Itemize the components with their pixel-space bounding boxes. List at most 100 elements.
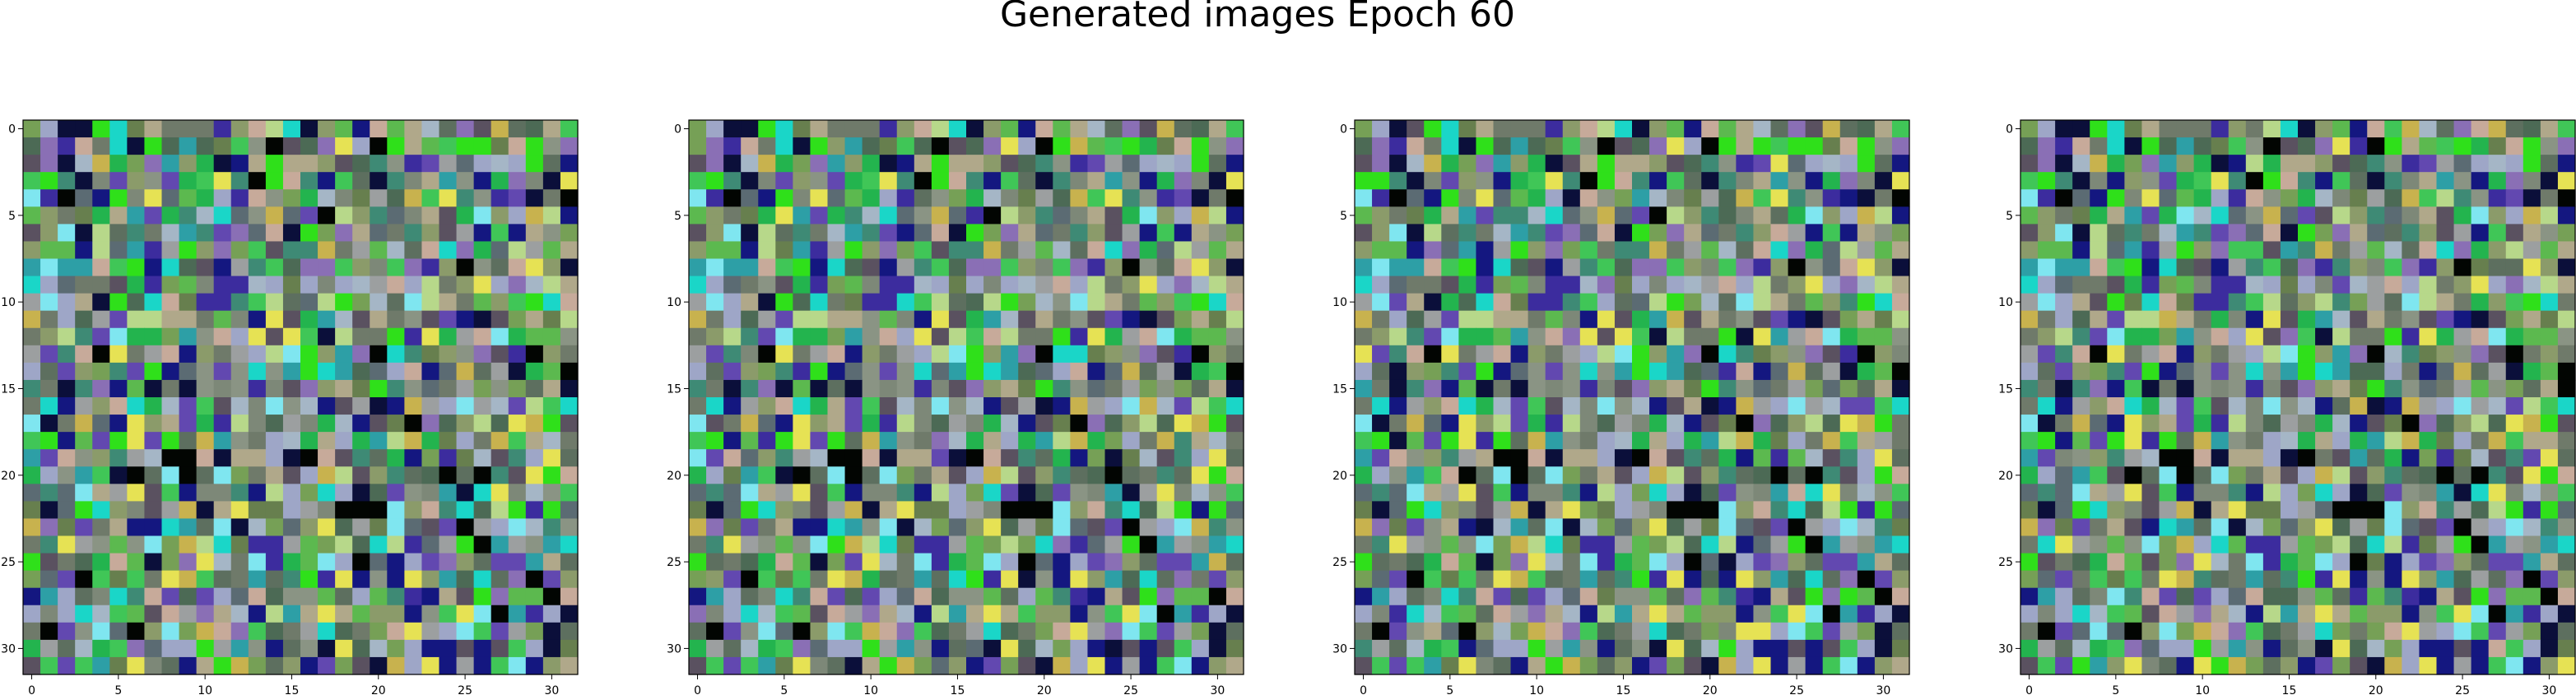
pixel-cell <box>2367 449 2385 467</box>
pixel-cell <box>1805 432 1824 450</box>
pixel-cell <box>2488 310 2507 329</box>
pixel-cell <box>2332 293 2350 312</box>
pixel-cell <box>914 327 932 346</box>
pixel-cell <box>2315 466 2333 484</box>
pixel-cell <box>1614 570 1633 589</box>
pixel-cell <box>844 345 863 364</box>
pixel-cell <box>1018 535 1036 554</box>
pixel-cell <box>2280 120 2299 138</box>
pixel-cell <box>1614 345 1633 364</box>
pixel-cell <box>2072 484 2090 502</box>
pixel-cell <box>1684 501 1702 520</box>
pixel-cell <box>1736 415 1755 433</box>
pixel-cell <box>741 345 759 364</box>
pixel-cell <box>1684 327 1702 346</box>
pixel-cell <box>1839 518 1858 537</box>
pixel-cell <box>914 518 932 537</box>
pixel-cell <box>2350 345 2368 364</box>
pixel-cell <box>179 172 198 190</box>
pixel-cell <box>1389 432 1407 450</box>
pixel-cell <box>2298 656 2316 675</box>
pixel-cell <box>2107 345 2125 364</box>
pixel-cell <box>404 639 423 658</box>
axes-frame <box>2020 119 2576 675</box>
pixel-cell <box>2315 518 2333 537</box>
pixel-cell <box>491 518 509 537</box>
pixel-cell <box>793 466 811 484</box>
pixel-cell <box>2350 206 2368 225</box>
pixel-cell <box>1736 587 1755 606</box>
pixel-cell <box>161 656 180 675</box>
pixel-cell <box>1018 224 1036 243</box>
pixel-cell <box>1562 518 1581 537</box>
pixel-cell <box>983 622 1002 641</box>
pixel-cell <box>1874 622 1893 641</box>
pixel-cell <box>793 415 811 433</box>
pixel-cell <box>2262 120 2281 138</box>
pixel-cell <box>914 605 932 623</box>
pixel-cell <box>1822 379 1841 398</box>
pixel-cell <box>1035 137 1053 155</box>
pixel-cell <box>456 224 475 243</box>
pixel-cell <box>1579 327 1598 346</box>
pixel-cell <box>318 484 336 502</box>
pixel-cell <box>109 553 128 572</box>
pixel-cell <box>758 449 776 467</box>
pixel-cell <box>2488 224 2507 243</box>
pixel-cell <box>758 622 776 641</box>
pixel-cell <box>2107 310 2125 329</box>
pixel-cell <box>2211 466 2230 484</box>
pixel-cell <box>1191 155 1210 173</box>
pixel-cell <box>560 310 579 329</box>
pixel-cell <box>179 206 198 225</box>
pixel-cell <box>404 293 423 312</box>
pixel-cell <box>161 258 180 277</box>
pixel-cell <box>1407 327 1425 346</box>
pixel-cell <box>1822 362 1841 381</box>
pixel-cell <box>1805 362 1824 381</box>
pixel-cell <box>775 172 793 190</box>
pixel-cell <box>2141 379 2160 398</box>
pixel-cell <box>1667 501 1685 520</box>
pixel-cell <box>23 535 41 554</box>
pixel-cell <box>1684 310 1702 329</box>
pixel-cell <box>1684 432 1702 450</box>
pixel-cell <box>2072 622 2090 641</box>
pixel-cell <box>1156 379 1175 398</box>
pixel-cell <box>370 639 388 658</box>
pixel-cell <box>810 345 829 364</box>
pixel-cell <box>1001 432 1019 450</box>
pixel-cell <box>248 432 267 450</box>
pixel-cell <box>2159 639 2178 658</box>
pixel-cell <box>706 172 724 190</box>
pixel-cell <box>352 276 370 294</box>
pixel-cell <box>758 656 776 675</box>
pixel-cell <box>1822 656 1841 675</box>
pixel-cell <box>2262 293 2281 312</box>
pixel-cell <box>931 432 950 450</box>
pixel-cell <box>421 293 440 312</box>
pixel-cell <box>387 172 405 190</box>
pixel-cell <box>230 656 249 675</box>
pixel-cell <box>1545 397 1564 415</box>
pixel-cell <box>2072 656 2090 675</box>
pixel-cell <box>1684 206 1702 225</box>
pixel-cell <box>948 484 967 502</box>
pixel-cell <box>144 362 163 381</box>
pixel-cell <box>1156 258 1175 277</box>
pixel-cell <box>1225 120 1244 138</box>
pixel-cell <box>844 120 863 138</box>
pixel-cell <box>1208 379 1227 398</box>
pixel-cell <box>387 415 405 433</box>
pixel-cell <box>2038 622 2056 641</box>
pixel-cell <box>1424 345 1442 364</box>
pixel-cell <box>931 397 950 415</box>
pixel-cell <box>2020 639 2039 658</box>
pixel-cell <box>282 639 301 658</box>
pixel-cell <box>2159 449 2178 467</box>
pixel-cell <box>1476 501 1495 520</box>
pixel-cell <box>248 535 267 554</box>
pixel-cell <box>1139 189 1158 207</box>
pixel-cell <box>2072 241 2090 260</box>
pixel-cell <box>1874 553 1893 572</box>
